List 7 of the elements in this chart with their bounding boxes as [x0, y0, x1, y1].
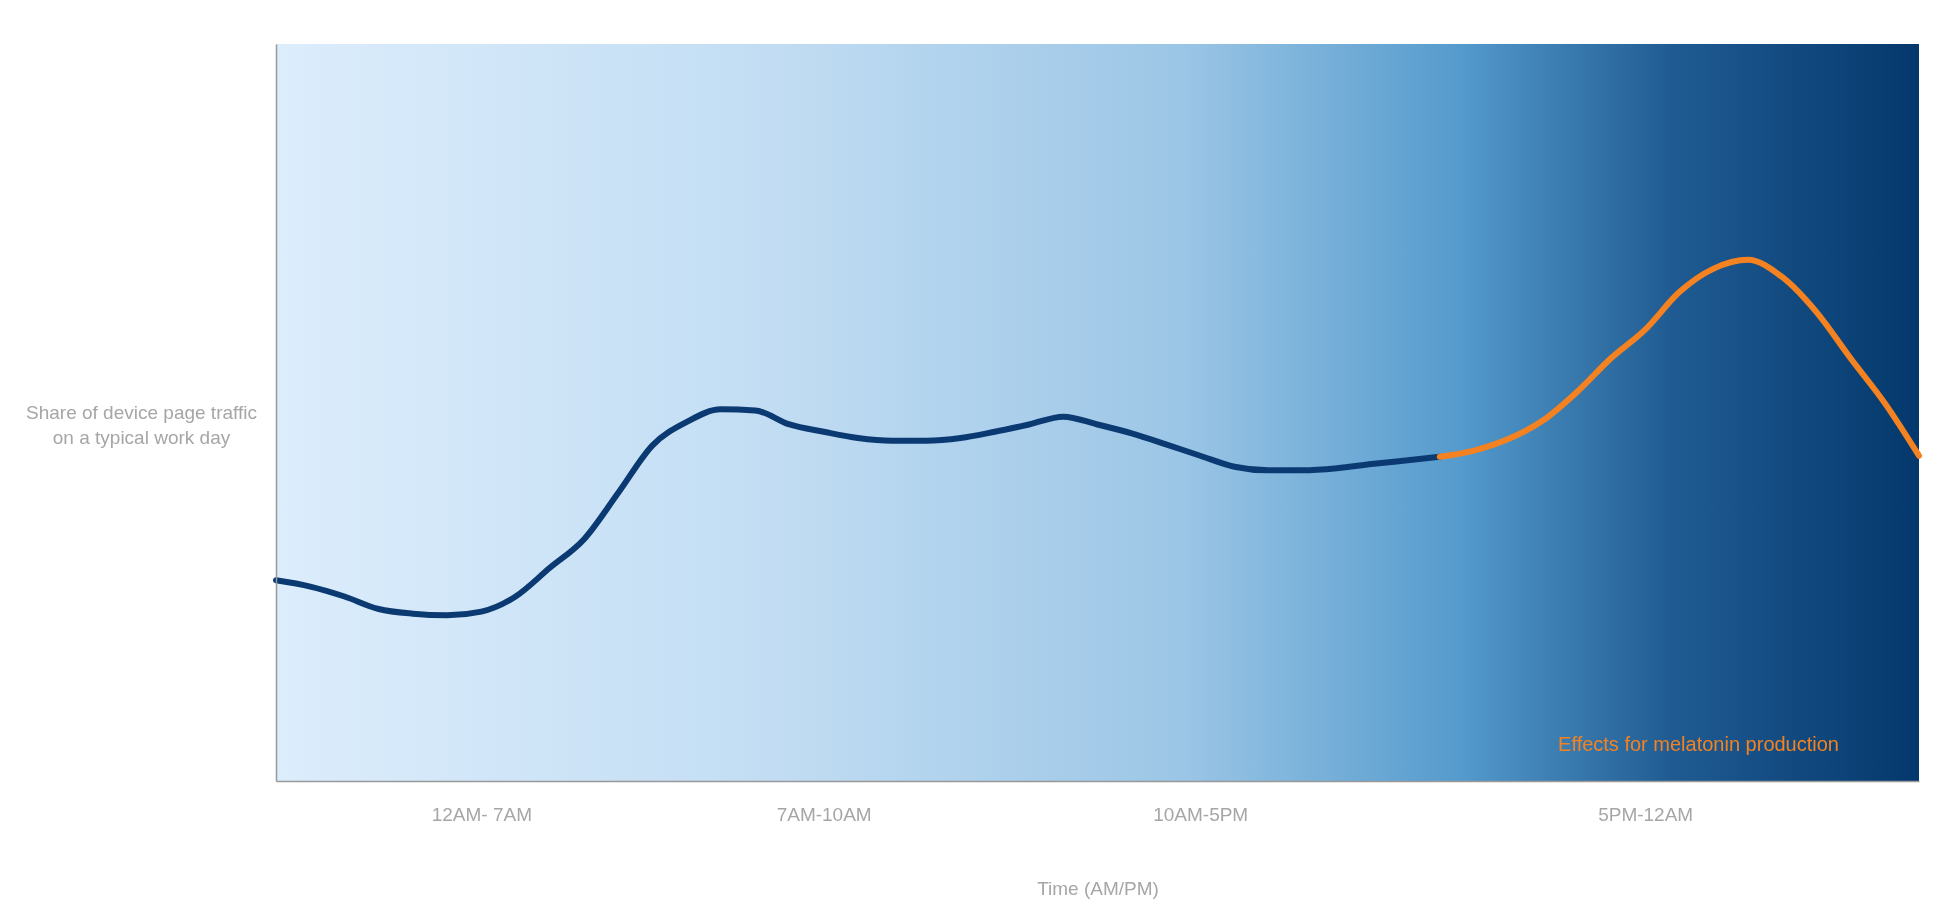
x-axis-title: Time (AM/PM) — [1037, 877, 1159, 899]
x-tick-label: 12AM- 7AM — [431, 803, 533, 825]
y-axis-title: Share of device page traffic on a typical work day — [26, 402, 257, 448]
x-tick-label: 10AM-5PM — [1153, 803, 1249, 825]
text: Effects for melatonin production — [1558, 733, 1839, 755]
x-tick-label: 5PM-12AM — [1598, 803, 1694, 825]
x-tick-label: 7AM-10AM — [776, 803, 872, 825]
